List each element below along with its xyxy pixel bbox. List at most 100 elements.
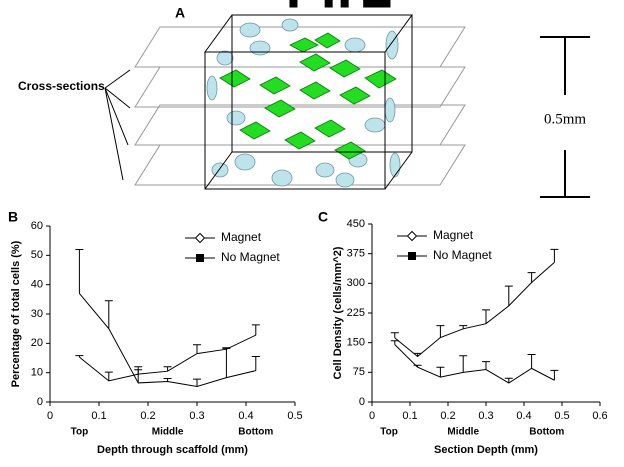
cell xyxy=(384,97,396,123)
magnetic-cell xyxy=(284,131,316,150)
error-bar xyxy=(504,285,513,306)
error-bar xyxy=(75,248,84,294)
magnetic-cell xyxy=(299,53,331,72)
error-bar xyxy=(550,248,559,263)
error-bar xyxy=(134,369,143,383)
x-tick-label: 0 xyxy=(47,410,53,422)
legend-marker xyxy=(408,252,416,260)
x-tick-label: 0.2 xyxy=(440,410,455,422)
legend-marker xyxy=(408,252,416,260)
x-annotation: Bottom xyxy=(529,427,564,438)
x-tick-label: 0.1 xyxy=(402,410,417,422)
x-tick-label: 0.5 xyxy=(287,410,302,422)
x-axis-label: Section Depth (mm) xyxy=(434,444,538,456)
x-annotation: Top xyxy=(380,427,398,438)
cross-section-plane xyxy=(134,144,466,186)
magnetic-cell xyxy=(299,81,331,100)
y-tick-label: 300 xyxy=(347,277,365,289)
legend-marker xyxy=(194,232,206,244)
x-tick-label: 0 xyxy=(369,410,375,422)
y-axis-label: Cell Density (cells/mm^2) xyxy=(332,246,344,379)
legend-label: No Magnet xyxy=(221,250,280,264)
error-bar xyxy=(390,340,399,345)
error-bar xyxy=(436,325,445,338)
error-bar xyxy=(104,300,113,329)
magnetic-cell xyxy=(329,59,361,78)
error-bar xyxy=(459,325,468,329)
magnetic-cell xyxy=(219,69,251,88)
error-bar xyxy=(436,366,445,378)
y-tick-label: 450 xyxy=(347,218,365,230)
error-bar xyxy=(251,356,260,371)
y-tick-label: 50 xyxy=(31,249,43,261)
error-bar xyxy=(527,272,536,283)
error-bar xyxy=(482,309,490,324)
arrow xyxy=(104,87,129,146)
x-annotation: Bottom xyxy=(238,427,273,438)
x-tick-label: 0.5 xyxy=(554,410,569,422)
x-annotation: Top xyxy=(71,427,89,438)
scaffold-cube xyxy=(204,51,386,190)
y-tick-label: 10 xyxy=(31,367,43,379)
legend-label: Magnet xyxy=(433,228,474,242)
error-bar xyxy=(413,364,422,368)
y-tick-label: 30 xyxy=(31,308,43,320)
x-tick-label: 0.6 xyxy=(592,410,607,422)
error-bar xyxy=(550,369,559,381)
series-line xyxy=(394,344,555,384)
arrow xyxy=(104,87,131,109)
x-annotation: Middle xyxy=(447,427,479,438)
error-bar xyxy=(482,361,490,370)
scaffold-cube xyxy=(204,151,233,190)
error-bar xyxy=(163,366,172,372)
y-tick-label: 40 xyxy=(31,279,43,291)
error-bar xyxy=(251,324,260,336)
x-axis-label: Depth through scaffold (mm) xyxy=(97,444,248,456)
legend-label: No Magnet xyxy=(433,248,492,262)
y-tick-label: 0 xyxy=(37,396,43,408)
cell xyxy=(385,30,399,60)
magnetic-cell xyxy=(264,99,296,118)
error-bar xyxy=(527,354,536,369)
marker xyxy=(376,0,385,8)
panel-label: B xyxy=(8,209,18,225)
series-line xyxy=(394,261,555,358)
y-tick-label: 60 xyxy=(31,220,43,232)
x-tick-label: 0.4 xyxy=(238,410,253,422)
legend-label: Magnet xyxy=(221,230,262,244)
magnetic-cell xyxy=(259,76,291,95)
error-bar xyxy=(75,355,84,358)
x-tick-label: 0.3 xyxy=(189,410,204,422)
error-bar xyxy=(193,344,201,354)
legend-marker xyxy=(196,254,204,262)
annotation: Cross-sections xyxy=(18,79,105,93)
cell xyxy=(389,152,401,178)
y-tick-label: 375 xyxy=(347,248,365,260)
cell xyxy=(234,153,256,171)
y-tick-label: 150 xyxy=(347,337,365,349)
cross-section-plane xyxy=(134,66,466,108)
marker xyxy=(324,0,333,8)
legend-marker xyxy=(406,230,418,242)
marker xyxy=(364,0,373,8)
cell xyxy=(239,22,261,38)
error-bar xyxy=(390,332,399,338)
cell xyxy=(206,75,218,101)
scale-label: 0.5mm xyxy=(544,111,586,127)
panel-label: C xyxy=(318,209,328,225)
arrow xyxy=(104,69,131,89)
magnetic-cell xyxy=(364,69,397,89)
x-tick-label: 0.2 xyxy=(140,410,155,422)
x-tick-label: 0.3 xyxy=(478,410,493,422)
cell xyxy=(344,37,366,53)
magnetic-cell xyxy=(239,121,271,140)
magnetic-cell xyxy=(289,37,319,53)
x-annotation: Middle xyxy=(152,427,184,438)
marker xyxy=(289,0,298,8)
series-line xyxy=(79,334,257,382)
cell xyxy=(216,50,234,66)
cell xyxy=(226,110,246,126)
y-tick-label: 0 xyxy=(359,396,365,408)
error-bar xyxy=(504,377,513,384)
